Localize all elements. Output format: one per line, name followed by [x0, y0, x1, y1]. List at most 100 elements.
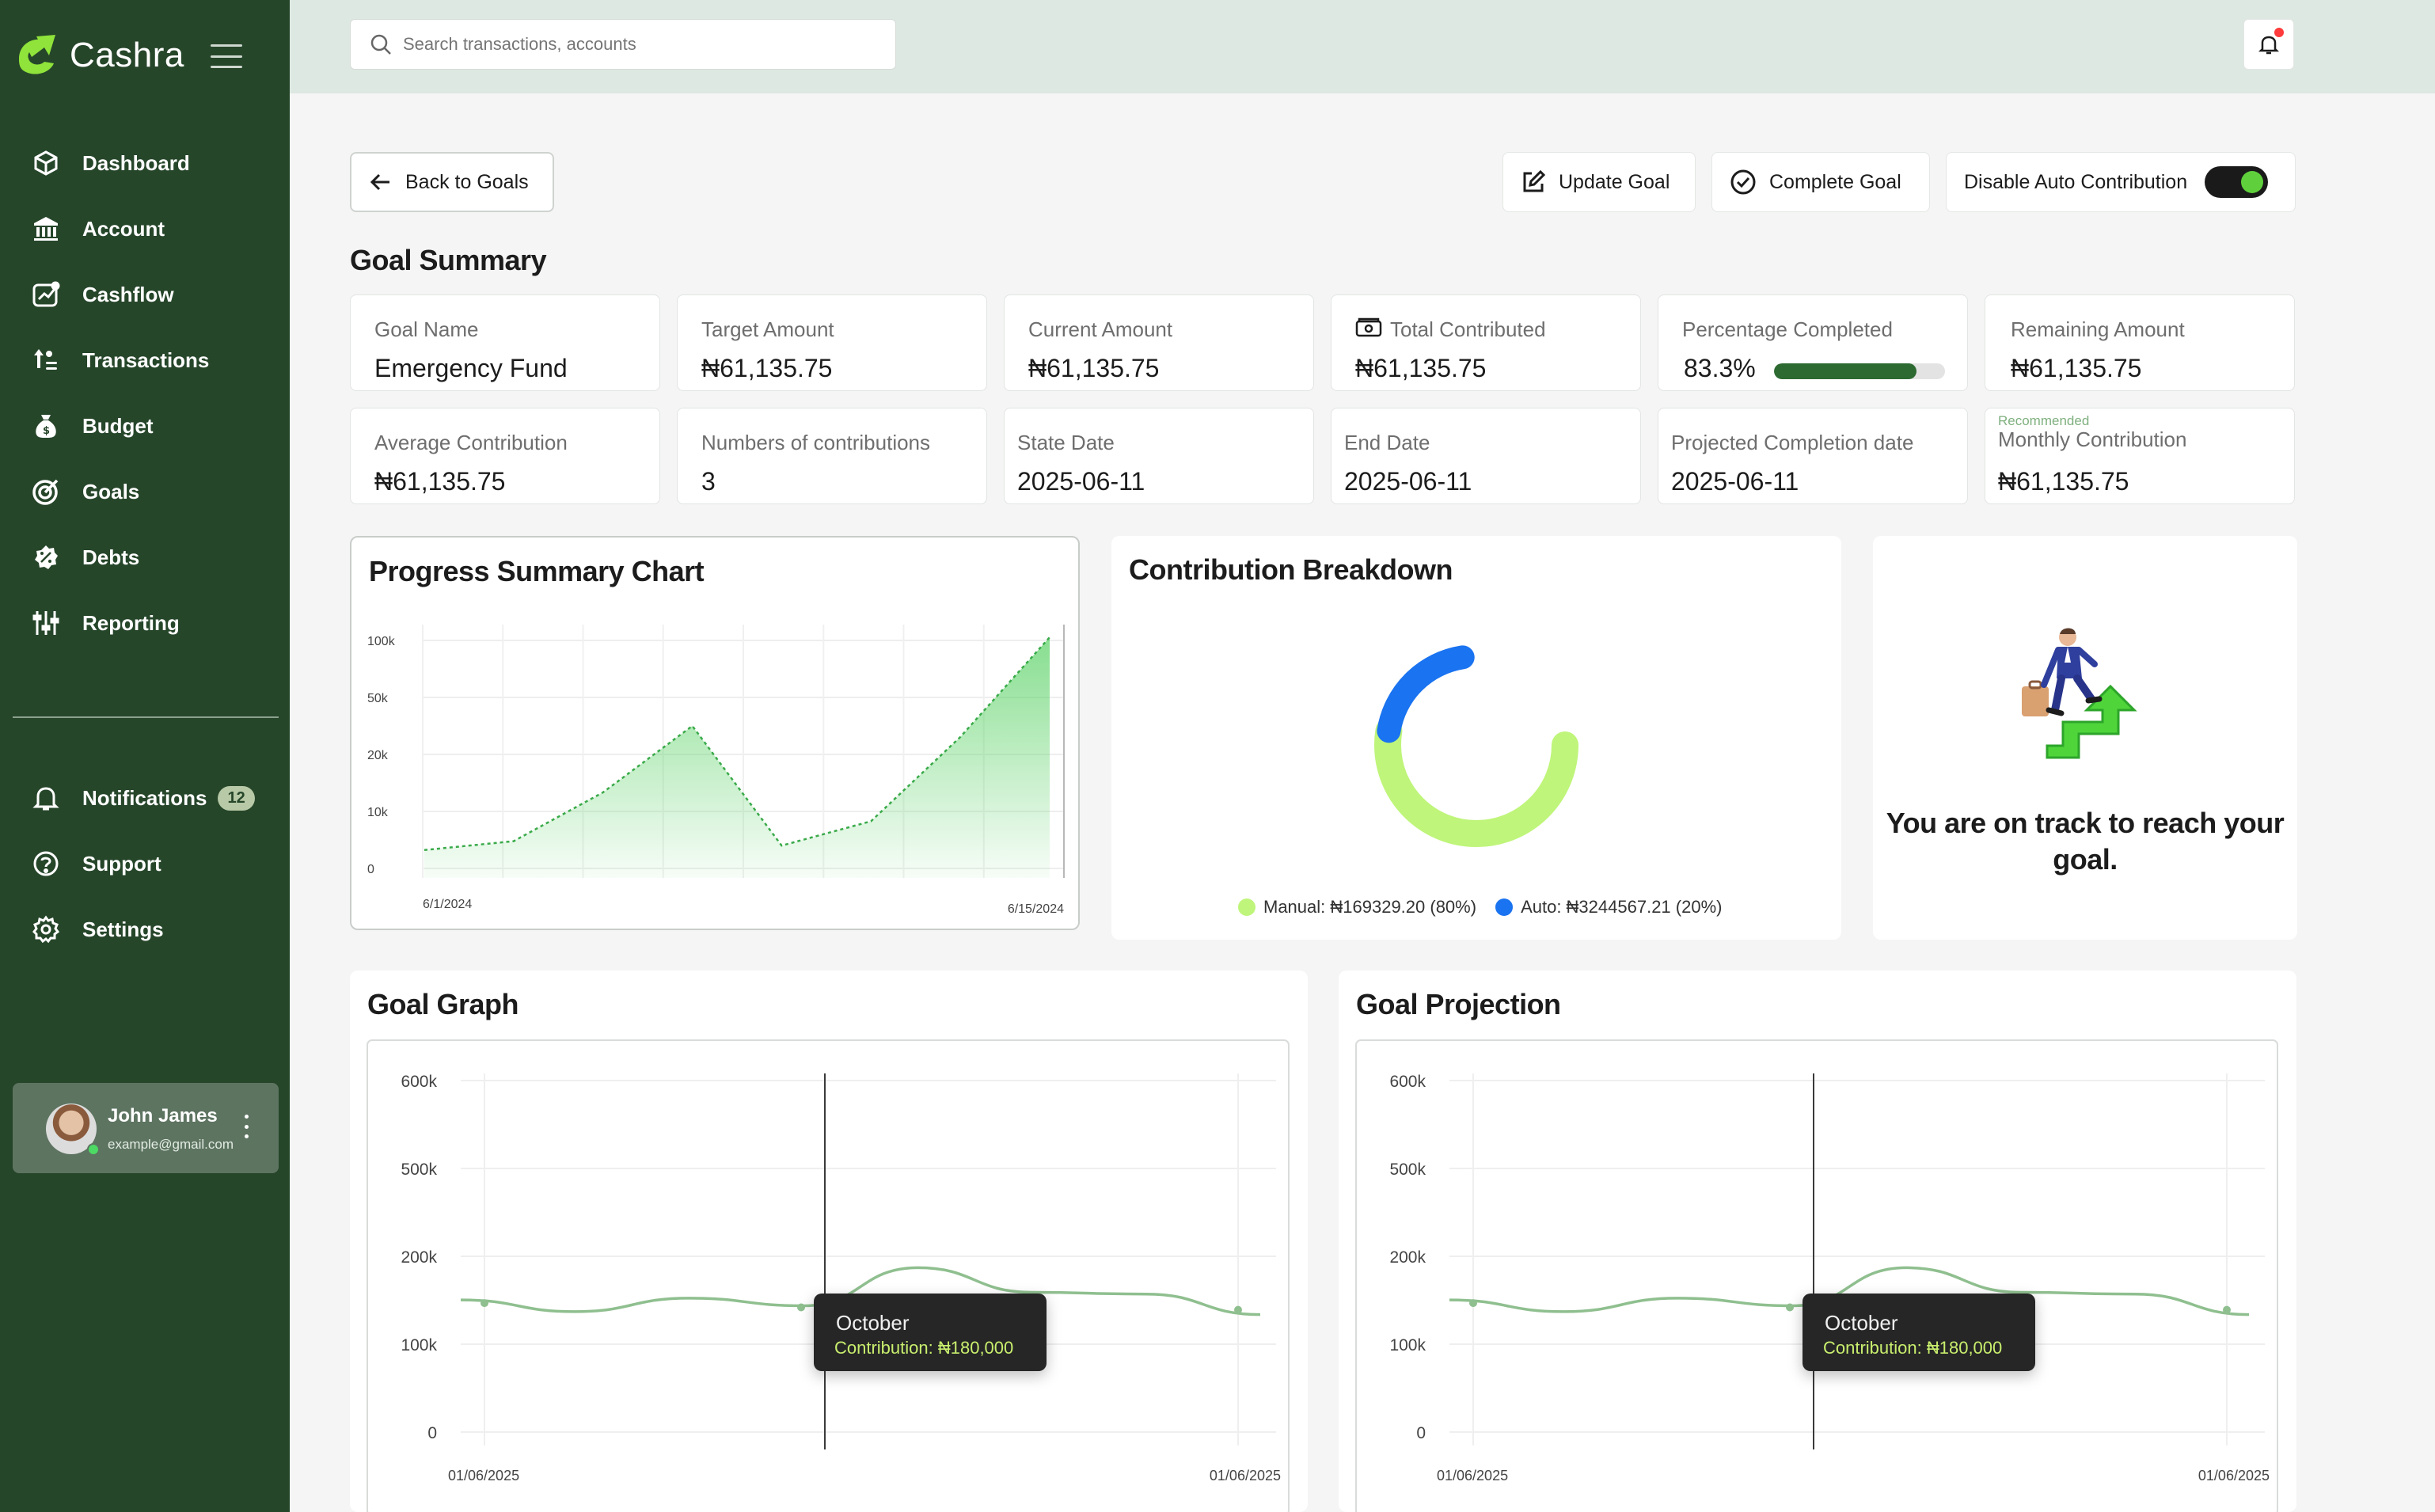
stat-label: Total Contributed [1390, 317, 1546, 341]
nav-item-account[interactable]: Account [32, 205, 165, 253]
nav-label: Goals [82, 479, 140, 503]
stat-card-average-contribution: Average Contribution ₦61,135.75 [350, 408, 660, 504]
user-email: example@gmail.com [108, 1137, 234, 1152]
nav-item-budget[interactable]: $ Budget [32, 402, 154, 450]
stat-value: Emergency Fund [374, 354, 568, 382]
svg-text:$: $ [43, 425, 50, 437]
stat-label: Remaining Amount [2011, 317, 2185, 341]
search-input[interactable] [403, 34, 878, 55]
progress-summary-panel: Progress Summary Chart 100k 50k 20k 10k 0 6/1… [350, 536, 1080, 930]
stat-card-projected-completion: Projected Completion date 2025-06-11 [1658, 408, 1968, 504]
on-track-message: You are on track to reach your goal. [1886, 807, 2285, 876]
y-tick-label: 50k [367, 692, 389, 705]
goal-graph-panel: Goal Graph 600k 500k 200k 100k 0 01/06/2025 01… [350, 971, 1308, 1512]
stat-value: 2025-06-11 [1344, 467, 1472, 496]
notification-count-badge: 12 [218, 785, 255, 811]
chart-frame [367, 1039, 1290, 1512]
stat-label: Goal Name [374, 317, 479, 341]
nav-item-support[interactable]: Support [32, 840, 161, 887]
more-options-icon[interactable] [242, 1115, 250, 1138]
panel-title: Progress Summary Chart [369, 555, 705, 587]
nav-item-reporting[interactable]: Reporting [32, 599, 180, 647]
stat-value: 3 [701, 467, 716, 496]
nav-item-goals[interactable]: Goals [32, 468, 139, 515]
complete-label: Complete Goal [1769, 170, 1901, 193]
auto-contribution-control: Disable Auto Contribution [1946, 152, 2296, 212]
bell-icon [32, 787, 59, 811]
x-start-label: 01/06/2025 [1437, 1468, 1508, 1484]
tooltip-value: Contribution: ₦180,000 [1823, 1338, 2003, 1358]
y-tick-label: 500k [401, 1161, 437, 1179]
series-line [460, 1266, 1261, 1316]
notification-bell-button[interactable] [2243, 19, 2294, 70]
area-line [424, 636, 1050, 852]
stat-value: ₦61,135.75 [1028, 354, 1160, 382]
help-icon [33, 851, 59, 876]
y-tick-label: 100k [401, 1336, 437, 1354]
search-box[interactable] [350, 19, 896, 70]
y-tick-label: 200k [401, 1248, 437, 1267]
x-end-label: 01/06/2025 [1210, 1468, 1281, 1484]
y-tick-label: 600k [1389, 1073, 1426, 1091]
legend-auto-label: Auto: ₦3244567.21 (20%) [1521, 897, 1723, 917]
edit-icon [1523, 169, 1546, 192]
nav-item-settings[interactable]: Settings [32, 906, 164, 953]
y-tick-label: 0 [427, 1424, 437, 1442]
tooltip-value: Contribution: ₦180,000 [834, 1338, 1014, 1358]
search-icon [370, 34, 391, 55]
stat-card-number-of-contributions: Numbers of contributions 3 [677, 408, 987, 504]
update-label: Update Goal [1559, 170, 1670, 193]
stat-value: ₦61,135.75 [1998, 467, 2129, 496]
stat-label: Target Amount [701, 317, 834, 341]
nav-item-notifications[interactable]: Notifications 12 [32, 774, 255, 822]
area-fill [424, 637, 1050, 878]
stat-value: ₦61,135.75 [701, 354, 833, 382]
goal-projection-chart: 600k 500k 200k 100k 0 01/06/2025 01/06/2025 [1355, 1039, 2278, 1512]
unread-dot [2274, 28, 2284, 37]
nav-label: Budget [82, 413, 154, 438]
menu-toggle-icon[interactable] [211, 44, 242, 68]
recommended-tag: Recommended [1998, 413, 2090, 428]
businessman-climbing-arrow-illustration [2022, 628, 2137, 759]
auto-label: Disable Auto Contribution [1964, 170, 2188, 193]
user-card[interactable]: John James example@gmail.com [13, 1083, 279, 1173]
nav-item-transactions[interactable]: Transactions [32, 336, 209, 384]
transactions-icon [34, 349, 57, 370]
stat-label: Monthly Contribution [1998, 427, 2187, 451]
auto-contribution-toggle[interactable] [2205, 166, 2269, 198]
stat-label: Average Contribution [374, 431, 568, 454]
stat-value: ₦61,135.75 [2011, 354, 2142, 382]
stat-label: Current Amount [1028, 317, 1173, 341]
stat-card-total-contributed: Total Contributed ₦61,135.75 [1331, 294, 1641, 391]
nav-item-cashflow[interactable]: Cashflow [32, 271, 174, 318]
y-tick-label: 10k [367, 806, 389, 819]
y-tick-label: 100k [1389, 1336, 1426, 1354]
update-goal-button[interactable]: Update Goal [1502, 152, 1696, 212]
brand[interactable]: Cashra [13, 32, 184, 79]
cashra-logo-icon [19, 35, 55, 74]
data-point [2223, 1305, 2231, 1314]
complete-goal-button[interactable]: Complete Goal [1711, 152, 1930, 212]
stat-card-goal-name: Goal Name Emergency Fund [350, 294, 660, 391]
tooltip-title: October [836, 1311, 910, 1335]
data-point [1786, 1303, 1794, 1312]
x-end-label: 01/06/2025 [2198, 1468, 2270, 1484]
stat-label: State Date [1017, 431, 1115, 454]
x-start-label: 6/1/2024 [423, 898, 472, 911]
data-point [1469, 1299, 1477, 1308]
y-tick-label: 20k [367, 749, 389, 762]
nav-item-dashboard[interactable]: Dashboard [32, 139, 190, 187]
stat-value: ₦61,135.75 [1355, 354, 1487, 382]
nav-item-debts[interactable]: Debts [32, 534, 139, 581]
stat-card-target-amount: Target Amount ₦61,135.75 [677, 294, 987, 391]
panel-title: Goal Graph [367, 988, 519, 1020]
cube-icon [34, 150, 58, 176]
on-track-panel: You are on track to reach your goal. [1873, 536, 2297, 940]
stat-value: 83.3% [1684, 354, 1756, 382]
cash-icon [1355, 317, 1382, 337]
stat-card-current-amount: Current Amount ₦61,135.75 [1004, 294, 1314, 391]
chart-icon [32, 281, 60, 307]
chart-tooltip: October Contribution: ₦180,000 [1803, 1294, 2035, 1371]
stat-label: End Date [1344, 431, 1430, 454]
back-to-goals-button[interactable]: Back to Goals [350, 152, 554, 212]
